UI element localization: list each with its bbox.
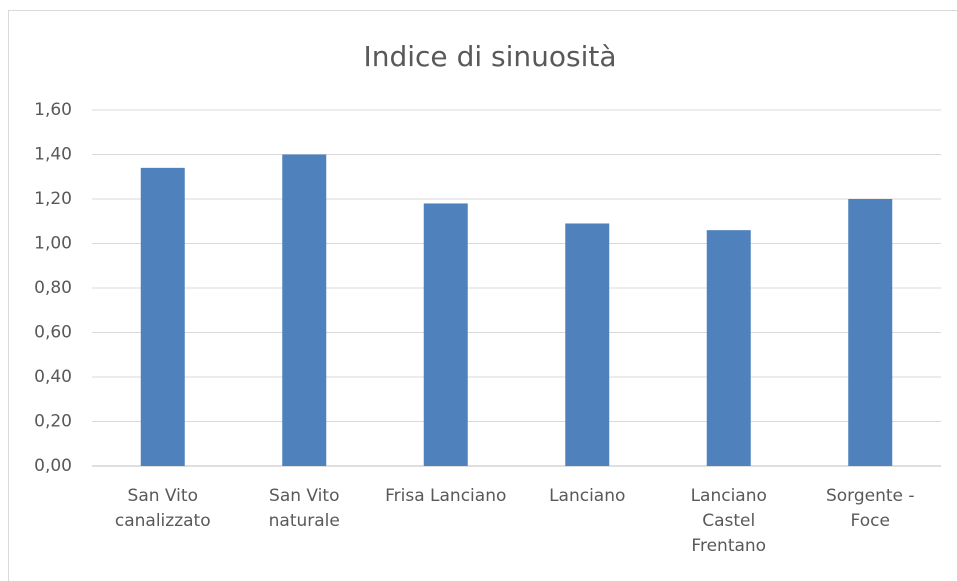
- y-tick-label: 1,00: [34, 234, 72, 254]
- bar: [423, 203, 468, 466]
- y-tick-label: 0,80: [34, 278, 72, 298]
- y-tick-label: 0,00: [34, 456, 72, 476]
- x-tick-label: Lanciano Castel Frentano: [690, 486, 767, 556]
- bar: [848, 199, 893, 466]
- bar: [565, 223, 610, 466]
- bar: [706, 230, 751, 466]
- y-tick-label: 0,40: [34, 367, 72, 387]
- x-tick-label: San Vito naturale: [268, 486, 340, 531]
- bar: [140, 167, 185, 466]
- x-tick-label: San Vito canalizzato: [114, 486, 211, 531]
- x-tick-label: Sorgente - Foce: [825, 486, 915, 531]
- chart-title: Indice di sinuosità: [363, 40, 616, 73]
- y-tick-label: 1,40: [34, 145, 72, 165]
- x-tick-label: Frisa Lanciano: [385, 486, 507, 506]
- y-tick-label: 1,60: [34, 100, 72, 120]
- y-tick-label: 1,20: [34, 189, 72, 209]
- x-tick-label: Lanciano: [549, 486, 626, 506]
- bar: [282, 154, 327, 466]
- y-tick-label: 0,20: [34, 412, 72, 432]
- y-tick-label: 0,60: [34, 323, 72, 343]
